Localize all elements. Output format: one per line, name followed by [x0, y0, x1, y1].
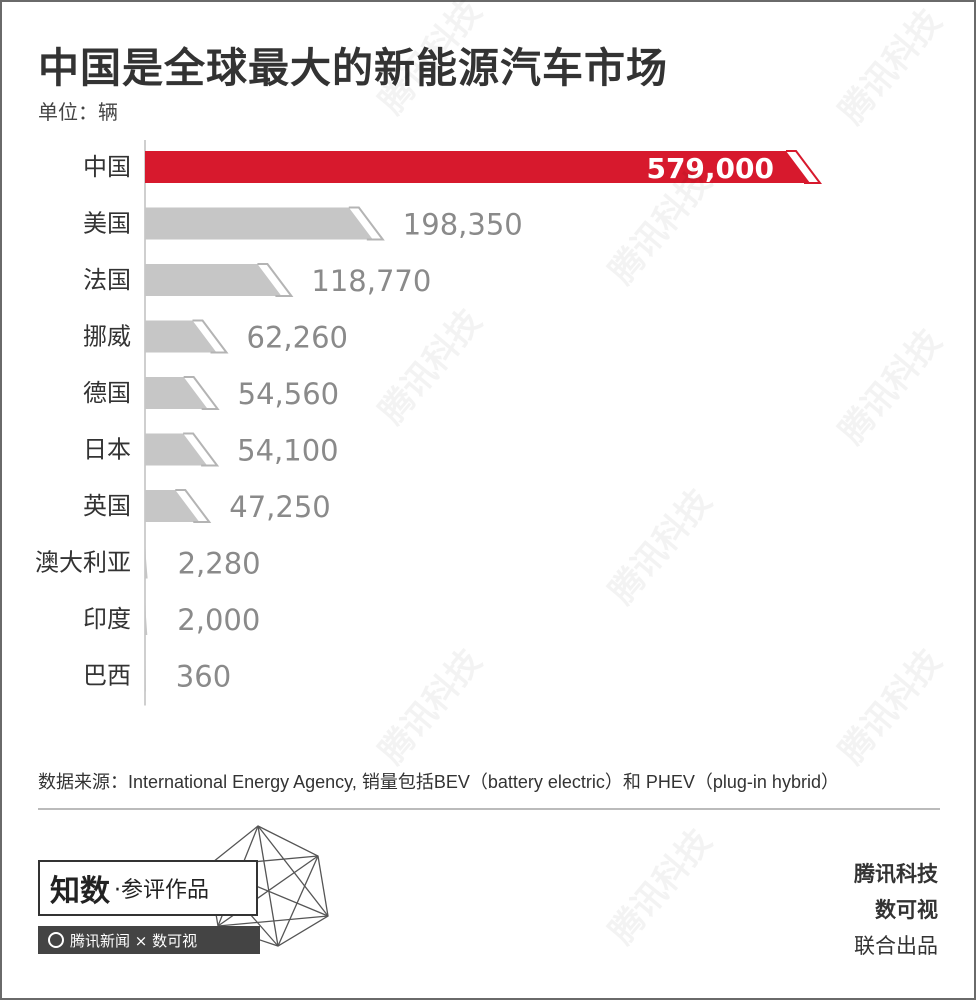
chart-title: 中国是全球最大的新能源汽车市场	[38, 44, 668, 92]
bar-outline-accent	[348, 206, 385, 241]
credit-line-2: 数可视	[875, 898, 938, 922]
bar	[145, 264, 282, 296]
source-note: 数据来源：International Energy Agency, 销量包括BE…	[38, 772, 839, 792]
partner-text: 腾讯新闻 × 数可视	[70, 931, 198, 950]
category-label: 日本	[83, 436, 131, 464]
bar-outline-accent	[183, 376, 220, 410]
value-label: 47,250	[229, 490, 330, 524]
logo-sub-text: ·参评作品	[114, 878, 209, 903]
category-label: 英国	[83, 492, 131, 520]
bar	[145, 546, 148, 579]
value-label: 360	[176, 660, 231, 694]
bar	[145, 320, 217, 353]
category-label: 中国	[83, 153, 131, 181]
bar-outline-accent	[175, 489, 212, 523]
bar-outline-accent	[183, 432, 220, 467]
value-label: 579,000	[646, 152, 774, 185]
divider	[38, 808, 940, 810]
credits: 腾讯科技 数可视 联合出品	[854, 856, 938, 964]
value-label: 62,260	[247, 321, 348, 355]
bar	[145, 490, 200, 522]
credit-line-1: 腾讯科技	[854, 862, 938, 886]
bar	[145, 603, 148, 635]
category-label: 澳大利亚	[35, 549, 131, 577]
value-label: 2,000	[177, 603, 260, 637]
bar	[145, 377, 208, 409]
category-label: 美国	[83, 210, 131, 238]
bar-chart: 中国 579,000 美国 198,350 法国 118,770 挪威 62,260 德国 54,…	[35, 140, 822, 706]
bar	[145, 207, 373, 240]
bar	[145, 433, 208, 466]
category-label: 挪威	[83, 323, 131, 351]
bar-highlight	[145, 151, 810, 183]
bar-outline-accent	[786, 150, 822, 184]
value-label: 2,280	[178, 547, 261, 581]
credit-line-3: 联合出品	[854, 934, 938, 958]
category-label: 德国	[83, 379, 131, 407]
partner-bar: 腾讯新闻 × 数可视	[38, 926, 260, 954]
bar-outline-accent	[257, 263, 294, 297]
value-label: 198,350	[403, 208, 523, 242]
unit-label: 单位：辆	[38, 100, 118, 124]
logo-area: 知数 ·参评作品 腾讯新闻 × 数可视	[38, 825, 358, 966]
value-label: 54,560	[238, 377, 339, 411]
value-label: 118,770	[311, 264, 431, 298]
logo-main-text: 知数	[50, 874, 110, 909]
bar	[145, 659, 146, 692]
category-label: 巴西	[83, 662, 131, 690]
bar-outline-accent	[192, 319, 229, 354]
category-label: 印度	[83, 605, 131, 633]
tencent-news-icon	[48, 932, 64, 948]
value-label: 54,100	[237, 434, 338, 468]
zhishu-logo: 知数 ·参评作品	[38, 860, 258, 916]
category-label: 法国	[83, 266, 131, 294]
